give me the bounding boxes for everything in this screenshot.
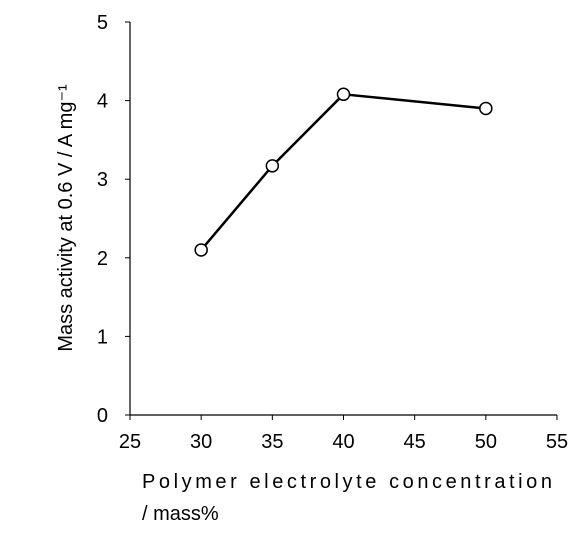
x-axis-label: Polymer electrolyte concentration <box>142 471 552 493</box>
marker <box>194 243 208 257</box>
y-tick-label: 2 <box>97 248 108 270</box>
y-axis-label: Mass activity at 0.6 V / A mg⁻¹ <box>55 84 77 352</box>
y-tick-label: 3 <box>97 169 108 191</box>
y-tick-label: 1 <box>97 326 108 348</box>
y-tick-label: 5 <box>97 12 108 34</box>
x-tick-label: 45 <box>404 431 426 453</box>
y-tick-label: 0 <box>97 405 108 427</box>
x-tick-label: 35 <box>261 431 283 453</box>
marker <box>265 159 280 173</box>
line <box>200 93 486 251</box>
x-tick-label: 50 <box>475 431 497 453</box>
x-axis-label: / mass% <box>142 503 219 525</box>
marker <box>336 87 351 102</box>
x-tick-label: 40 <box>332 431 354 453</box>
x-tick-label: 25 <box>119 431 141 453</box>
y-tick-label: 4 <box>97 91 108 113</box>
x-tick-label: 30 <box>190 431 212 453</box>
marker <box>479 101 493 116</box>
x-tick-label: 55 <box>546 431 568 453</box>
